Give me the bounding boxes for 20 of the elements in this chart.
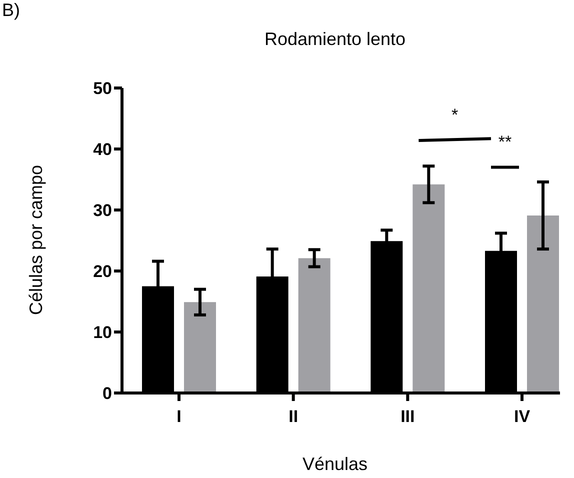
chart-title: Rodamiento lento [264,29,406,49]
y-tick-label: 40 [93,140,112,159]
bar [184,302,216,393]
y-tick-label: 20 [93,262,112,281]
text: B) [2,0,20,20]
y-tick-label: 0 [102,384,112,403]
y-tick-label: 30 [93,200,112,220]
bar [298,258,330,393]
bar [527,215,559,393]
x-axis-title: Vénulas [302,454,368,474]
annotation: ** [498,132,512,152]
x-tick-label: II [288,407,298,426]
y-axis-title: Células por campo [26,164,46,316]
y-tick-label: 10 [93,322,112,342]
annotation: * [452,105,459,124]
x-tick-label: IV [514,407,531,426]
x-tick-label: III [400,407,415,426]
y-tick-label: 50 [93,78,112,98]
x-tick-label: I [176,407,182,426]
bar [412,184,445,393]
